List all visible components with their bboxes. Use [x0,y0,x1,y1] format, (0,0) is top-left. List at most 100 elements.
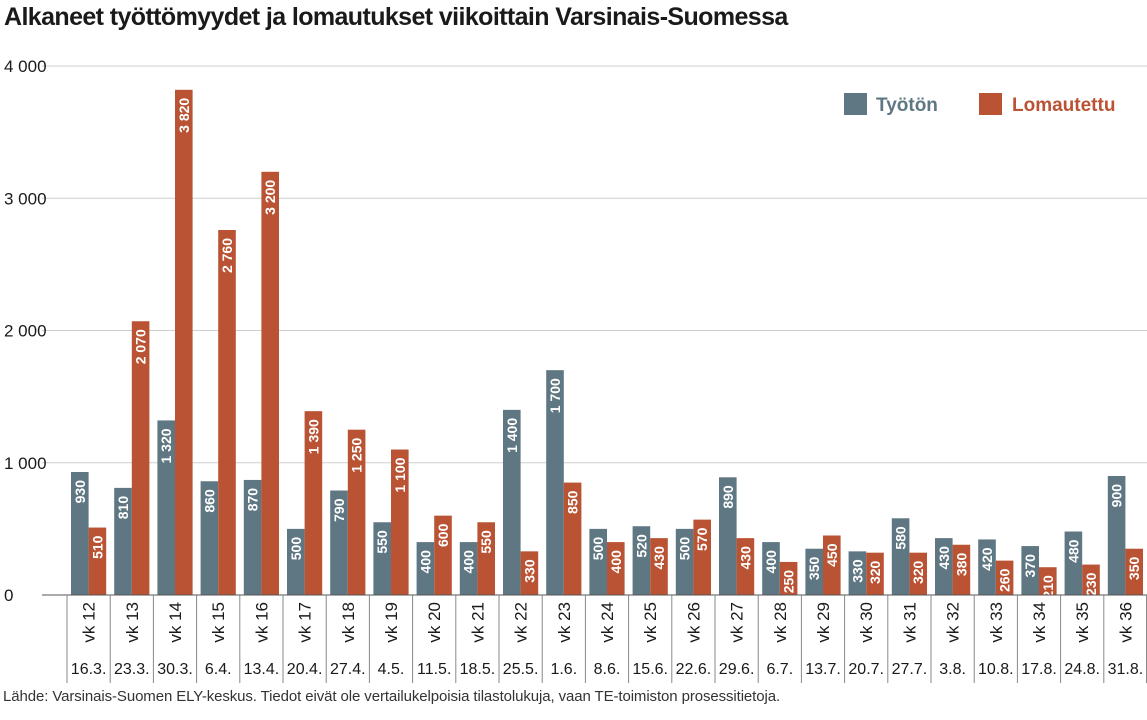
date-label: 3.8. [939,661,966,678]
date-label: 13.4. [244,661,280,678]
bar-value-label: 870 [245,488,261,512]
bar-tyoton [891,518,910,595]
bar-value-label: 230 [1083,572,1099,596]
source-note: Lähde: Varsinais-Suomen ELY-keskus. Tied… [3,688,781,705]
date-label: 20.7. [848,661,884,678]
bar-value-label: 1 320 [158,428,174,463]
bar-lomautettu [131,321,150,595]
week-label: vk 25 [641,602,660,643]
bar-lomautettu [218,229,236,596]
bar-value-label: 350 [1126,556,1142,580]
bar-value-label: 550 [478,530,494,554]
bar-lomautettu [175,89,193,596]
bar-lomautettu [1082,564,1100,595]
week-label: vk 31 [900,602,919,643]
bar-tyoton [200,481,219,595]
bar-tyoton [373,522,391,595]
bar-lomautettu [823,535,841,595]
week-label: vk 33 [987,602,1006,643]
bar-value-label: 1 100 [392,457,408,492]
week-label: vk 19 [382,602,401,643]
week-label: vk 17 [296,602,315,643]
bar-value-label: 3 820 [176,98,192,133]
bar-value-label: 1 400 [504,418,520,453]
bar-tyoton [330,490,348,595]
bar-value-label: 580 [893,526,909,550]
bar-value-label: 930 [72,480,88,504]
bar-value-label: 320 [910,560,926,584]
bar-value-label: 1 250 [349,437,365,472]
bar-value-label: 570 [694,527,710,551]
bar-lomautettu [391,449,409,595]
date-label: 20.4. [287,661,323,678]
bar-value-label: 330 [521,559,537,583]
bar-lomautettu [736,538,755,595]
bar-lomautettu [304,411,323,595]
bar-value-label: 500 [677,537,693,561]
week-label: vk 14 [166,602,185,643]
week-label: vk 20 [425,602,444,643]
date-label: 27.4. [330,661,366,678]
bar-value-label: 1 390 [305,419,321,454]
week-label: vk 23 [555,602,574,643]
bar-value-label: 430 [737,546,753,570]
bar-value-label: 480 [1065,539,1081,563]
bar-value-label: 430 [651,546,667,570]
bar-tyoton [546,370,564,595]
bar-lomautettu [693,519,711,595]
bar-lomautettu [995,560,1014,595]
bar-value-label: 210 [1040,575,1056,599]
bar-value-label: 510 [89,535,105,559]
bar-tyoton [503,409,521,595]
bar-lomautettu [563,482,582,595]
bar-lomautettu [434,515,452,595]
bar-lomautettu [88,527,107,595]
week-label: vk 12 [80,602,99,643]
legend: Työtön Lomautettu [844,93,1115,116]
y-axis: 0 1 000 2 000 3 000 4 000 [4,57,47,605]
bar-tyoton [719,477,737,595]
bar-tyoton [589,528,607,595]
bar-tyoton [805,548,823,595]
week-label: vk 35 [1073,602,1092,643]
week-label: vk 16 [252,602,271,643]
bar-value-label: 380 [953,553,969,577]
bar-lomautettu [477,522,495,595]
week-label: vk 13 [123,602,142,643]
date-label: 30.3. [157,661,193,678]
bar-value-label: 260 [997,568,1013,592]
week-label: vk 32 [944,602,963,643]
bar-value-label: 550 [374,530,390,554]
date-label: 24.8. [1064,661,1100,678]
bar-lomautettu [952,544,971,595]
bar-value-label: 520 [633,534,649,558]
bar-value-label: 860 [201,489,217,513]
date-label: 6.7. [766,661,793,678]
bar-tyoton [1107,475,1126,595]
bar-tyoton [1021,546,1039,595]
date-label: 15.6. [632,661,668,678]
bar-tyoton [459,542,478,595]
y-tick-label: 1 000 [4,454,47,473]
bar-value-label: 250 [781,570,797,594]
bar-value-label: 420 [979,547,995,571]
bar-lomautettu [520,551,539,595]
bar-lomautettu [650,538,668,595]
date-label: 25.5. [503,661,539,678]
bar-value-label: 2 070 [133,329,149,364]
date-label: 10.8. [978,661,1014,678]
week-label: vk 24 [598,602,617,643]
bar-tyoton [416,542,435,595]
bar-lomautettu [261,171,279,596]
bar-value-label: 500 [288,537,304,561]
bar-lomautettu [866,552,884,595]
y-tick-label: 3 000 [4,189,47,208]
bar-lomautettu [1039,567,1057,595]
date-label: 16.3. [71,661,107,678]
chart-title: Alkaneet työttömyydet ja lomautukset vii… [4,3,788,31]
y-tick-label: 4 000 [4,57,47,76]
bar-value-label: 400 [417,550,433,574]
bar-value-label: 320 [867,560,883,584]
